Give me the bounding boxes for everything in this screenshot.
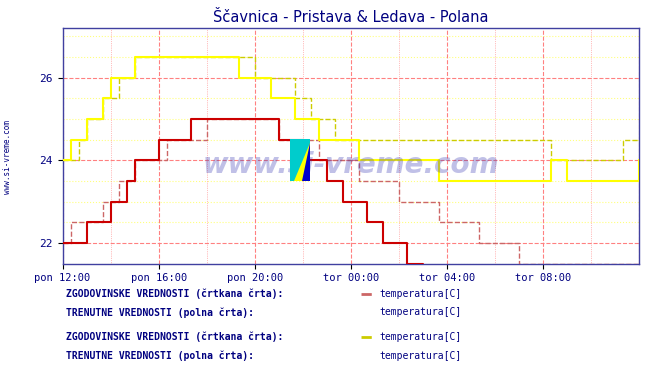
Text: temperatura[C]: temperatura[C] — [380, 332, 462, 341]
Text: TRENUTNE VREDNOSTI (polna črta):: TRENUTNE VREDNOSTI (polna črta): — [66, 351, 254, 361]
Text: www.si-vreme.com: www.si-vreme.com — [203, 151, 499, 179]
Text: TRENUTNE VREDNOSTI (polna črta):: TRENUTNE VREDNOSTI (polna črta): — [66, 307, 254, 318]
Text: temperatura[C]: temperatura[C] — [380, 289, 462, 298]
Text: ZGODOVINSKE VREDNOSTI (črtkana črta):: ZGODOVINSKE VREDNOSTI (črtkana črta): — [66, 288, 283, 299]
Text: temperatura[C]: temperatura[C] — [380, 351, 462, 361]
Polygon shape — [291, 139, 310, 181]
Title: Ščavnica - Pristava & Ledava - Polana: Ščavnica - Pristava & Ledava - Polana — [213, 10, 489, 25]
Text: ZGODOVINSKE VREDNOSTI (črtkana črta):: ZGODOVINSKE VREDNOSTI (črtkana črta): — [66, 331, 283, 342]
Polygon shape — [294, 143, 310, 181]
Polygon shape — [302, 143, 310, 181]
Text: www.si-vreme.com: www.si-vreme.com — [3, 120, 13, 194]
Text: temperatura[C]: temperatura[C] — [380, 307, 462, 317]
